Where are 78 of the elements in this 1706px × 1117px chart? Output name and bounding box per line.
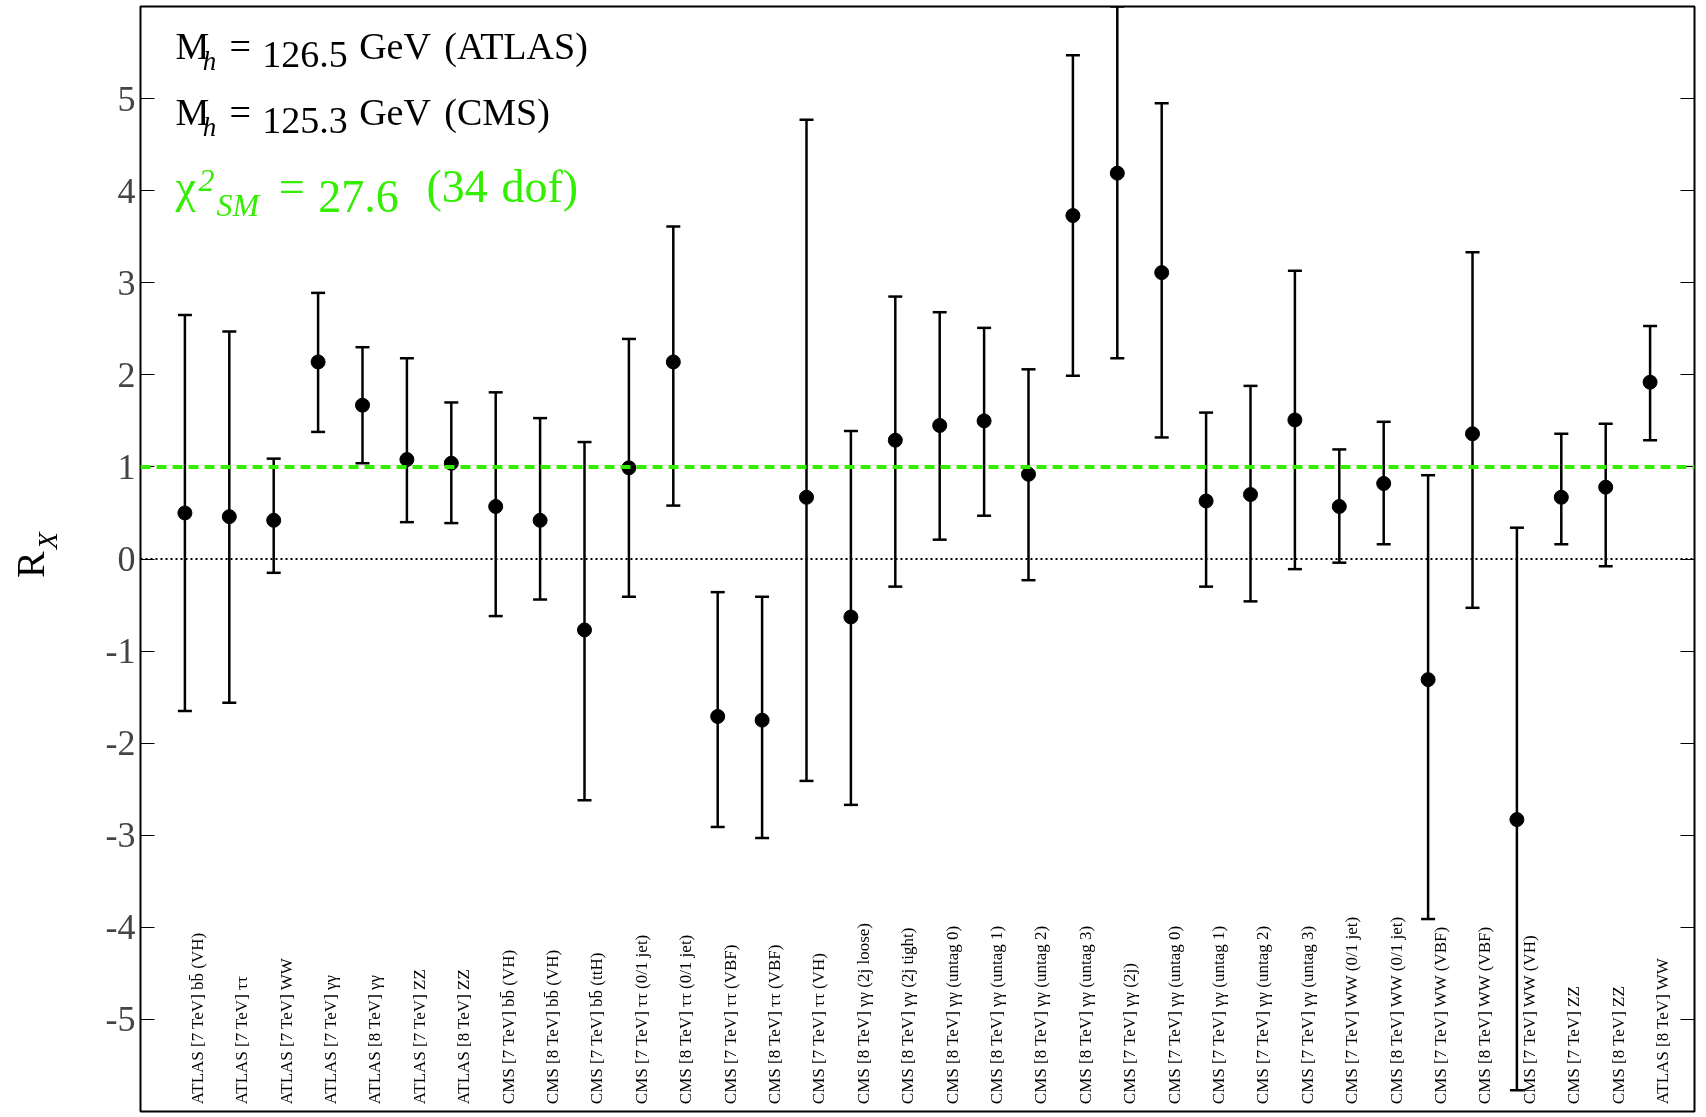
x-tick-label: CMS [8 TeV] γγ (untag 0) — [942, 925, 962, 1105]
point — [1642, 374, 1658, 390]
point — [488, 499, 504, 514]
point — [799, 489, 814, 505]
y-tick-label: -1 — [105, 631, 136, 672]
y-tick-label: -5 — [105, 999, 136, 1040]
x-tick-label: ATLAS [8 TeV] ZZ — [454, 969, 474, 1105]
x-tick-label: CMS [7 TeV] γγ (untag 1) — [1209, 925, 1229, 1105]
point — [1109, 165, 1125, 181]
x-tick-label: CMS [7 TeV] WW (VBF) — [1431, 926, 1451, 1105]
y-tick-label: 5 — [117, 78, 136, 119]
point — [532, 512, 548, 528]
x-tick-label: CMS [7 TeV] ττ (VBF) — [720, 944, 740, 1105]
point — [355, 397, 370, 413]
x-tick-label: ATLAS [7 TeV] ZZ — [409, 969, 429, 1105]
point — [843, 609, 859, 625]
x-tick-label: CMS [8 TeV] bb̄ (VH) — [543, 949, 563, 1105]
y-tick-label: 2 — [117, 354, 136, 395]
x-tick-label: CMS [7 TeV] bb̄ (ttH) — [587, 952, 607, 1105]
x-tick-label: CMS [7 TeV] bb̄ (VH) — [498, 949, 518, 1105]
point — [1331, 499, 1347, 514]
x-tick-label: CMS [8 TeV] ZZ — [1608, 986, 1628, 1105]
y-tick-label: -2 — [105, 723, 136, 764]
point — [1021, 466, 1036, 482]
point — [1287, 412, 1303, 428]
x-tick-label: ATLAS [7 TeV] γγ — [321, 974, 341, 1105]
x-tick-label: ATLAS [7 TeV] ττ — [232, 976, 252, 1105]
point — [710, 708, 726, 724]
point — [1376, 476, 1392, 491]
x-tick-label: CMS [7 TeV] ττ (VH) — [809, 953, 829, 1105]
point — [1598, 479, 1614, 495]
point — [976, 413, 992, 429]
x-tick-label: CMS [7 TeV] WW (0/1 jet) — [1342, 916, 1362, 1105]
point — [1553, 489, 1569, 505]
x-tick-label: ATLAS [8 TeV] WW — [1653, 957, 1673, 1105]
point — [1509, 812, 1525, 828]
point — [665, 354, 681, 370]
x-tick-label: CMS [7 TeV] γγ (untag 0) — [1164, 925, 1184, 1105]
x-tick-label: CMS [8 TeV] WW (0/1 jet) — [1386, 916, 1406, 1105]
y-axis-title: RX — [7, 531, 63, 578]
x-tick-label: CMS [8 TeV] γγ (untag 3) — [1075, 925, 1095, 1105]
x-tick-label: ATLAS [7 TeV] bb̄ (VH) — [187, 932, 207, 1105]
x-tick-label: ATLAS [7 TeV] WW — [276, 957, 296, 1105]
x-tick-label: CMS [7 TeV] ZZ — [1564, 986, 1584, 1105]
point — [577, 622, 592, 638]
y-tick-label: 0 — [117, 539, 136, 579]
x-tick-label: CMS [8 TeV] γγ (2j tight) — [898, 927, 918, 1105]
y-tick-label: 4 — [117, 170, 136, 211]
point — [266, 512, 282, 528]
point — [1198, 493, 1214, 509]
x-tick-label: ATLAS [8 TeV] γγ — [365, 974, 385, 1105]
x-tick-label: CMS [8 TeV] γγ (untag 1) — [987, 925, 1007, 1105]
point — [1065, 208, 1081, 224]
x-tick-label: CMS [7 TeV] γγ (untag 3) — [1297, 925, 1317, 1105]
x-tick-label: CMS [8 TeV] γγ (untag 2) — [1031, 925, 1051, 1105]
y-tick-label: -4 — [105, 907, 136, 948]
x-tick-label: CMS [8 TeV] ττ (0/1 jet) — [676, 934, 696, 1105]
point — [399, 452, 415, 468]
x-tick-label: CMS [8 TeV] γγ (2j loose) — [853, 922, 873, 1105]
point — [1243, 487, 1258, 503]
x-tick-label: CMS [7 TeV] WW (VH) — [1519, 935, 1539, 1105]
y-tick-label: 1 — [117, 446, 136, 487]
x-tick-label: CMS [7 TeV] γγ (2j) — [1120, 963, 1140, 1105]
x-tick-label: CMS [8 TeV] WW (VBF) — [1475, 926, 1495, 1105]
point — [310, 354, 326, 370]
point — [1154, 265, 1170, 281]
point — [221, 509, 237, 525]
y-tick-label: 3 — [117, 262, 136, 303]
point — [1465, 426, 1480, 442]
point — [754, 712, 770, 728]
x-tick-label: CMS [8 TeV] ττ (VBF) — [765, 944, 785, 1105]
point — [177, 505, 193, 521]
x-tick-label: CMS [7 TeV] ττ (0/1 jet) — [631, 934, 651, 1105]
point — [887, 432, 903, 448]
point — [1420, 672, 1436, 688]
point — [932, 417, 948, 433]
x-tick-label: CMS [7 TeV] γγ (untag 2) — [1253, 925, 1273, 1105]
y-tick-label: -3 — [105, 815, 136, 856]
